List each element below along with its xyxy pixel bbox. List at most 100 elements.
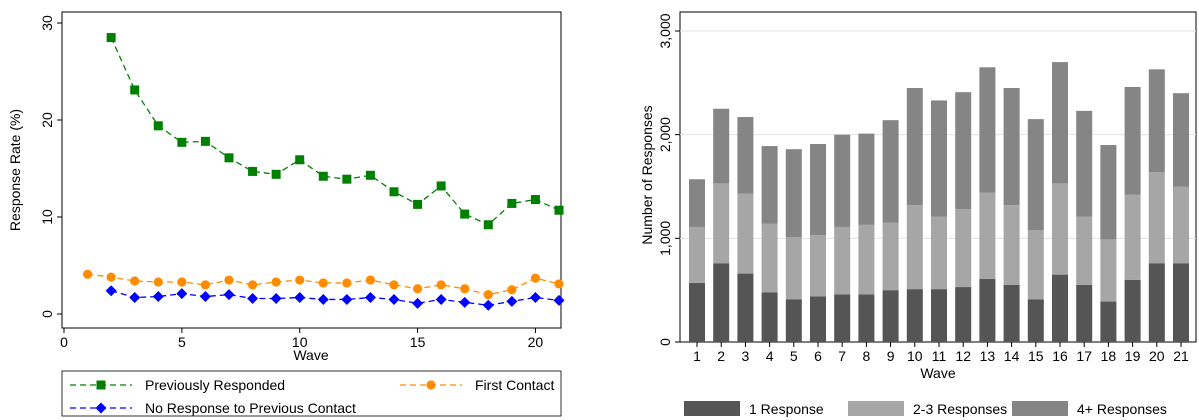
x-tick-label: 15 bbox=[410, 334, 426, 350]
bar-stack bbox=[882, 120, 899, 342]
bar-segment bbox=[882, 290, 899, 342]
bar-segment bbox=[810, 235, 826, 297]
y-tick-label: 10 bbox=[39, 209, 55, 225]
bar-segment bbox=[979, 67, 996, 193]
x-tick-label: 5 bbox=[178, 334, 186, 350]
line-chart-legend: Previously Responded First Contact No Resp… bbox=[70, 377, 554, 416]
line-chart-axes: 0 5 10 15 20 0 10 20 30 bbox=[39, 15, 543, 350]
bar-segment bbox=[810, 296, 826, 342]
data-point bbox=[389, 187, 399, 197]
bar-segment bbox=[713, 183, 730, 264]
bar-segment bbox=[761, 292, 778, 342]
data-point bbox=[106, 33, 116, 43]
bar-stack bbox=[858, 133, 875, 342]
legend-item: 4+ Responses bbox=[1012, 401, 1167, 417]
data-point bbox=[506, 295, 518, 307]
x-tick-label: 1 bbox=[693, 348, 701, 364]
data-point bbox=[176, 288, 188, 300]
bar-segment bbox=[1173, 263, 1189, 342]
x-tick-label: 8 bbox=[863, 348, 871, 364]
legend-swatch bbox=[684, 401, 740, 416]
data-point bbox=[130, 276, 140, 286]
bar-stack bbox=[906, 88, 923, 342]
data-point bbox=[200, 136, 210, 146]
bar-stack bbox=[761, 146, 778, 342]
bar-segment bbox=[1076, 216, 1093, 285]
data-point bbox=[247, 292, 259, 304]
data-point bbox=[153, 277, 163, 287]
bar-segment bbox=[906, 88, 923, 206]
data-point bbox=[342, 278, 352, 288]
line-chart-y-axis-label: Response Rate (%) bbox=[7, 109, 23, 231]
bar-segment bbox=[1027, 299, 1044, 342]
data-point bbox=[459, 296, 471, 308]
data-point bbox=[317, 293, 329, 305]
x-tick-label: 9 bbox=[887, 348, 895, 364]
bar-segment bbox=[761, 223, 778, 293]
line-chart-plot-area bbox=[61, 11, 562, 329]
bar-segment bbox=[1100, 301, 1117, 342]
bar-chart-x-axis-label: Wave bbox=[920, 365, 955, 381]
bar-segment bbox=[1027, 230, 1044, 300]
data-point bbox=[199, 291, 211, 303]
bar-segment bbox=[737, 117, 754, 194]
legend-label: No Response to Previous Contact bbox=[145, 400, 356, 416]
data-point bbox=[247, 280, 258, 290]
bar-segment bbox=[785, 299, 802, 342]
bar-segment bbox=[1100, 145, 1117, 240]
y-tick-label: 1,000 bbox=[657, 221, 673, 256]
bar-stack bbox=[689, 179, 705, 342]
x-tick-label: 20 bbox=[1149, 348, 1165, 364]
x-tick-label: 10 bbox=[292, 334, 308, 350]
bar-segment bbox=[689, 179, 705, 227]
bar-segment bbox=[1148, 263, 1165, 342]
bar-stack bbox=[1100, 145, 1117, 342]
data-point bbox=[153, 121, 163, 131]
bar-segment bbox=[906, 205, 923, 290]
data-point bbox=[105, 285, 117, 297]
bar-segment bbox=[785, 149, 802, 238]
x-tick-label: 5 bbox=[790, 348, 798, 364]
bar-chart-bars bbox=[689, 62, 1189, 342]
y-tick-label: 0 bbox=[657, 338, 673, 346]
bar-segment bbox=[737, 273, 754, 342]
bar-segment bbox=[1052, 62, 1068, 184]
x-tick-label: 21 bbox=[1173, 348, 1189, 364]
data-point bbox=[483, 220, 493, 230]
bar-segment bbox=[858, 294, 875, 342]
data-point bbox=[460, 209, 470, 219]
data-point bbox=[106, 272, 116, 282]
x-tick-label: 10 bbox=[907, 348, 923, 364]
legend-marker bbox=[96, 380, 106, 390]
bar-segment bbox=[1052, 183, 1068, 275]
bar-segment bbox=[858, 224, 875, 295]
y-tick-label: 0 bbox=[39, 310, 55, 318]
data-point bbox=[224, 275, 234, 285]
bar-segment bbox=[1100, 239, 1117, 302]
line-chart-series bbox=[82, 33, 565, 311]
legend-item: Previously Responded bbox=[70, 377, 285, 393]
data-point bbox=[529, 292, 541, 304]
bar-segment bbox=[1052, 274, 1068, 342]
series-0 bbox=[106, 33, 564, 230]
data-point bbox=[507, 198, 517, 208]
bar-segment bbox=[689, 282, 705, 342]
legend-item: 2-3 Responses bbox=[848, 401, 1007, 417]
data-point bbox=[318, 278, 328, 288]
bar-segment bbox=[1173, 186, 1189, 264]
data-point bbox=[129, 292, 141, 304]
data-point bbox=[130, 85, 140, 95]
x-tick-label: 16 bbox=[1052, 348, 1068, 364]
bar-segment bbox=[931, 289, 947, 342]
legend-swatch bbox=[1012, 401, 1068, 416]
x-tick-label: 3 bbox=[742, 348, 750, 364]
bar-segment bbox=[785, 237, 802, 300]
bar-segment bbox=[1076, 284, 1093, 342]
bar-segment bbox=[1003, 205, 1020, 285]
bar-chart-y-axis-label: Number of Responses bbox=[639, 105, 655, 244]
data-point bbox=[248, 166, 258, 176]
legend-label: 2-3 Responses bbox=[913, 401, 1007, 417]
data-point bbox=[82, 269, 93, 279]
bar-segment bbox=[979, 192, 996, 279]
